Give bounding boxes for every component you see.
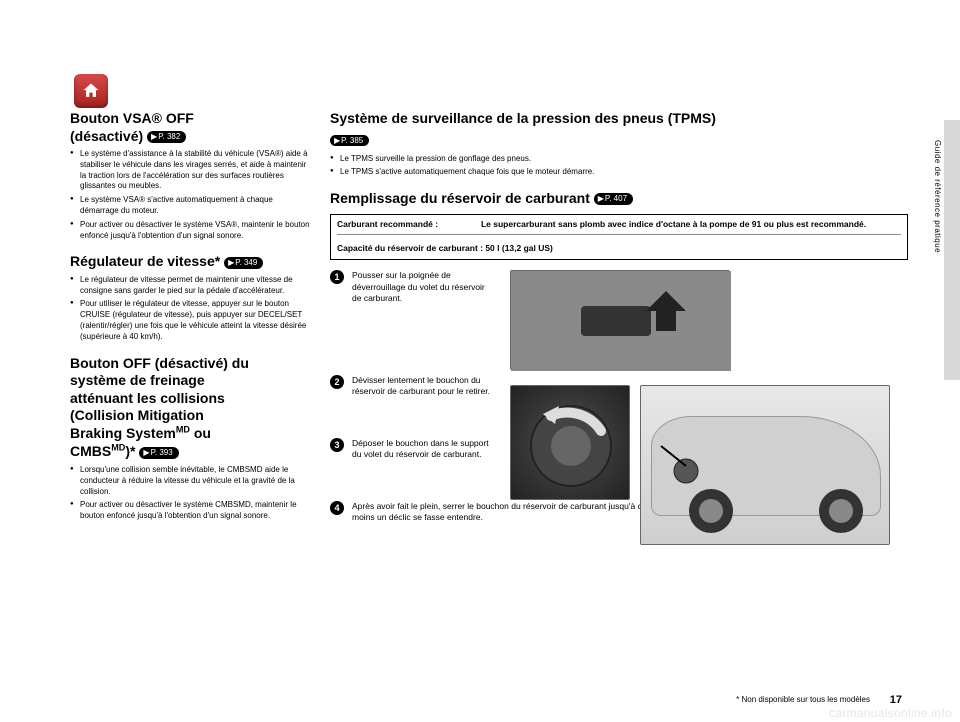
heading-text: Bouton OFF (désactivé) du [70,355,249,371]
step-number: 4 [330,501,344,515]
arrow-icon: ▶ [143,448,149,458]
section-tab [944,120,960,380]
arrow-icon: ▶ [228,258,234,268]
heading-text: Remplissage du réservoir de carburant [330,190,590,206]
arrow-icon: ▶ [334,136,340,145]
arrow-icon: ▶ [598,194,604,204]
list-item: Le régulateur de vitesse permet de maint… [70,275,310,297]
heading-text: Bouton VSA® OFF [70,110,194,126]
pill-label: P. 407 [605,194,627,204]
fuel-box-label: Carburant recommandé : [337,219,438,231]
pill-label: P. 382 [158,132,180,142]
step-text: Déposer le bouchon dans le support du vo… [352,438,492,461]
cap-illustration [511,386,631,501]
section-tab-label: Guide de référence pratique [933,140,942,253]
page-ref-pill[interactable]: ▶P. 393 [139,447,178,459]
list-item: Lorsqu'une collision semble inévitable, … [70,465,310,497]
tpms-list: Le TPMS surveille la pression de gonflag… [330,154,908,179]
list-item: Pour activer ou désactiver le système VS… [70,220,310,242]
fuel-steps: 1 Pousser sur la poignée de déverrouilla… [330,270,908,523]
list-item: Le TPMS s'active automatiquement chaque … [330,167,908,178]
page-ref-pill[interactable]: ▶P. 382 [147,131,186,143]
pill-label: P. 385 [341,136,363,145]
fuel-box-value: Le supercarburant sans plomb avec indice… [446,219,901,231]
list-item: Le TPMS surveille la pression de gonflag… [330,154,908,165]
step-text: Dévisser lentement le bouchon du réservo… [352,375,492,398]
heading-text: atténuant les collisions [70,390,225,406]
fuel-recommendation-box: Carburant recommandé : Le supercarburant… [330,214,908,261]
fuel-heading: Remplissage du réservoir de carburant ▶P… [330,190,908,208]
heading-text: (désactivé) [70,128,143,144]
page-number: 17 [890,694,902,706]
page-ref-pill[interactable]: ▶P. 385 [330,135,369,146]
heading-text: système de freinage [70,372,205,388]
car-illustration [641,386,891,546]
tpms-heading: Système de surveillance de la pression d… [330,110,908,128]
step-number: 3 [330,438,344,452]
list-item: Pour activer ou désactiver le système CM… [70,500,310,522]
vsa-heading: Bouton VSA® OFF (désactivé) ▶P. 382 [70,110,310,145]
step-text: Pousser sur la poignée de déverrouillage… [352,270,492,304]
arrow-icon: ▶ [151,132,157,142]
cmbs-list: Lorsqu'une collision semble inévitable, … [70,465,310,522]
heading-text: Braking SystemMD ou [70,425,211,441]
page-content: Bouton VSA® OFF (désactivé) ▶P. 382 Le s… [70,60,908,680]
page-ref-pill[interactable]: ▶P. 407 [594,193,633,205]
watermark: carmanualsonline.info [829,706,952,720]
cruise-list: Le régulateur de vitesse permet de maint… [70,275,310,343]
footnote: * Non disponible sur tous les modèles [736,695,870,704]
lever-illustration [511,271,731,371]
list-item: Le système VSA® s'active automatiquement… [70,195,310,217]
cmbs-heading: Bouton OFF (désactivé) du système de fre… [70,355,310,461]
heading-text: CMBSMD)* [70,443,136,459]
list-item: Pour utiliser le régulateur de vitesse, … [70,299,310,342]
fuel-cap-image [510,385,630,500]
car-image [640,385,890,545]
heading-text: (Collision Mitigation [70,407,204,423]
step-number: 2 [330,375,344,389]
lever-image [510,270,730,370]
list-item: Le système d'assistance à la stabilité d… [70,149,310,192]
right-column: Système de surveillance de la pression d… [330,60,908,680]
heading-text: Régulateur de vitesse* [70,253,220,269]
fuel-box-capacity: Capacité du réservoir de carburant : 50 … [337,243,553,253]
divider [337,234,901,235]
step-number: 1 [330,270,344,284]
cruise-heading: Régulateur de vitesse* ▶P. 349 [70,253,310,271]
page-ref-pill[interactable]: ▶P. 349 [224,257,263,269]
left-column: Bouton VSA® OFF (désactivé) ▶P. 382 Le s… [70,60,310,680]
pill-label: P. 349 [235,258,257,268]
pill-label: P. 393 [151,448,173,458]
vsa-list: Le système d'assistance à la stabilité d… [70,149,310,241]
